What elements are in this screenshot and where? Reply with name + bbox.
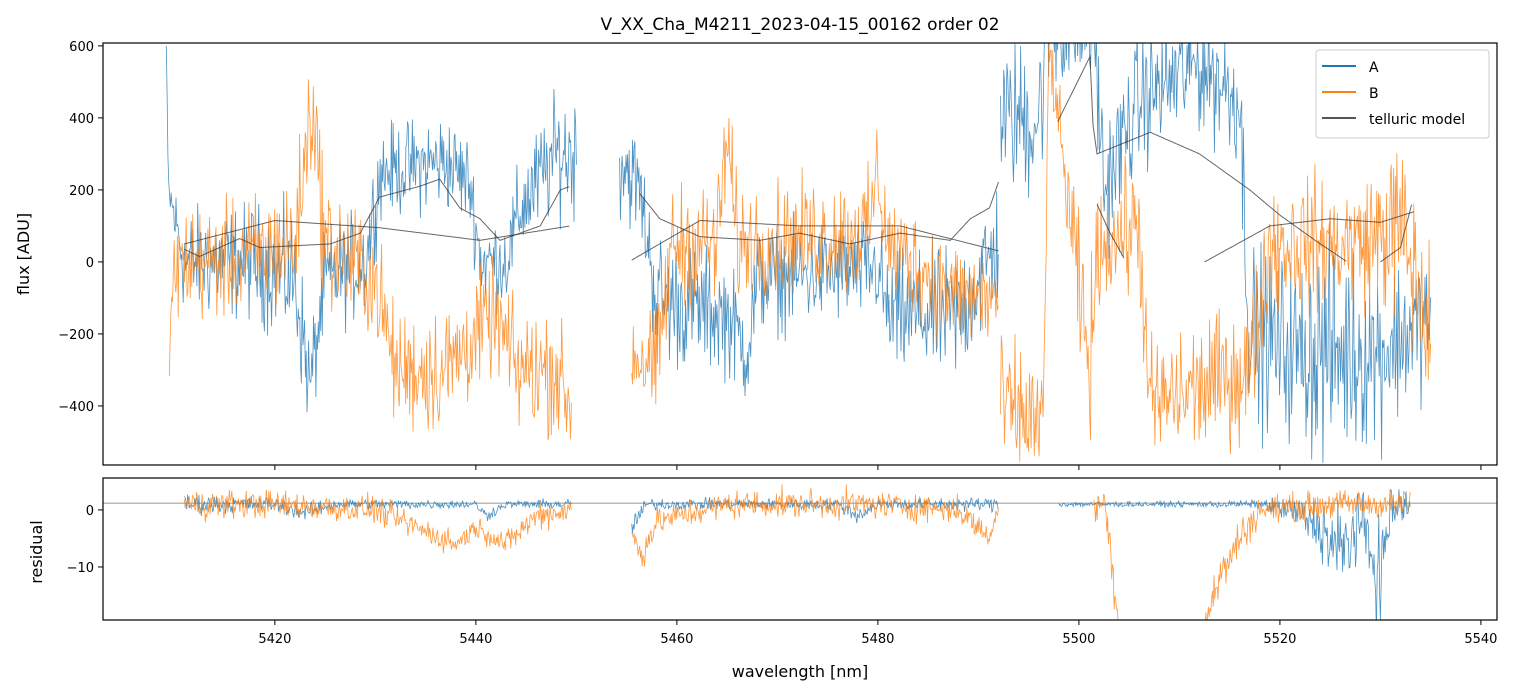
residual-b-line-segment-2	[1093, 493, 1119, 620]
flux-b-line-segment-1	[631, 117, 999, 405]
telluric-model-line-segment-4	[1057, 54, 1347, 262]
flux-y-label: flux [ADU]	[14, 213, 33, 295]
x-axis-label: wavelength [nm]	[732, 662, 869, 681]
axis-ticks: 5420 5440 5460 5480 5500 5520 5540 −400 −200 0 200…	[58, 40, 1497, 647]
telluric-model-line-segment-5	[1096, 204, 1125, 259]
residual-b-line-segment-0	[184, 489, 572, 554]
legend-label-b: B	[1369, 86, 1379, 102]
legend-box	[1315, 49, 1490, 139]
legend: A B telluric model	[1315, 49, 1490, 139]
telluric-model-line-segment-7	[1380, 204, 1413, 263]
x-tick-label: 5440	[459, 632, 492, 647]
x-tick-label: 5540	[1464, 632, 1497, 647]
telluric-model-line-segment-1	[184, 178, 570, 258]
residual-y-tick-label: 0	[86, 504, 94, 519]
flux-axes-frame	[102, 42, 1498, 466]
flux-b-line-segment-2	[1000, 43, 1432, 462]
flux-a-line-segment-1	[619, 139, 999, 397]
telluric-model-line-segment-3	[639, 181, 999, 245]
residual-axes-frame	[102, 477, 1498, 621]
x-tick-label: 5420	[258, 632, 291, 647]
flux-y-tick-label: 0	[86, 256, 94, 271]
flux-y-tick-label: 400	[69, 112, 94, 127]
residual-b-line-segment-3	[1205, 489, 1411, 620]
flux-y-tick-label: −200	[58, 328, 94, 343]
telluric-model-line-segment-0	[184, 219, 570, 245]
residual-a-line-segment-2	[1058, 489, 1411, 620]
flux-y-tick-label: −400	[58, 400, 94, 415]
residual-y-label: residual	[27, 520, 46, 583]
flux-a-line-segment-0	[165, 45, 577, 413]
flux-a-line-segment-2	[1000, 43, 1432, 463]
legend-label-a: A	[1369, 60, 1379, 76]
x-tick-label: 5500	[1062, 632, 1095, 647]
flux-y-tick-label: 200	[69, 184, 94, 199]
residual-a-line-segment-0	[184, 494, 572, 521]
flux-b-line-segment-0	[168, 79, 572, 441]
chart-title: V_XX_Cha_M4211_2023-04-15_00162 order 02	[600, 15, 999, 35]
telluric-model-line-segment-2	[631, 219, 999, 261]
flux-y-tick-label: 600	[69, 40, 94, 55]
residual-y-tick-label: −10	[67, 561, 94, 576]
legend-label-telluric: telluric model	[1369, 112, 1465, 128]
x-tick-label: 5480	[861, 632, 894, 647]
telluric-model-line-segment-6	[1204, 211, 1414, 263]
residual-plot-area	[103, 484, 1497, 620]
residual-b-line-segment-1	[631, 484, 999, 567]
x-tick-label: 5460	[660, 632, 693, 647]
flux-plot-area	[165, 43, 1432, 463]
x-tick-label: 5520	[1263, 632, 1296, 647]
residual-a-line-segment-1	[631, 496, 999, 534]
